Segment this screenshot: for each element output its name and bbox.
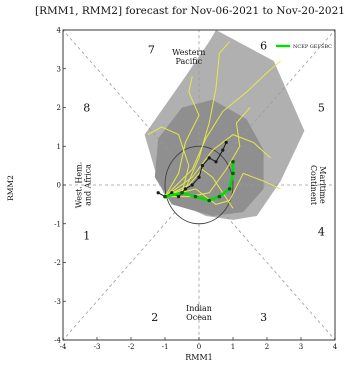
observed-point-6 bbox=[190, 183, 194, 187]
y-tick-label-8: 3 bbox=[57, 65, 61, 73]
y-tick-label-2: -3 bbox=[54, 298, 61, 306]
region-label-2: Indian Ocean bbox=[186, 304, 212, 322]
x-tick-label-4: -1 bbox=[162, 343, 169, 351]
region-label-4: MaritimeContinent bbox=[309, 165, 327, 206]
x-tick-label-1: -4 bbox=[60, 343, 67, 351]
region-label-line: Ocean bbox=[186, 313, 212, 322]
phase-label-1: 1 bbox=[83, 229, 90, 242]
ensemble-mean-point-2 bbox=[180, 190, 184, 195]
observed-point-8 bbox=[200, 164, 204, 168]
phase-label-8: 8 bbox=[83, 102, 90, 115]
x-tick-label-3: -2 bbox=[128, 343, 135, 351]
observed-point-12 bbox=[224, 140, 228, 144]
ensemble-mean-track bbox=[164, 161, 235, 202]
region-label-line: Pacific bbox=[175, 57, 202, 66]
phase-diagonal-4 bbox=[222, 212, 336, 341]
observed-point-11 bbox=[221, 148, 225, 152]
observed-point-4 bbox=[177, 195, 181, 199]
ensemble-mean-point-3 bbox=[193, 194, 198, 199]
y-tick-label-4: -1 bbox=[54, 220, 61, 228]
x-tick-label-7: 2 bbox=[265, 343, 269, 351]
x-tick-label-9: 4 bbox=[333, 343, 338, 351]
ensemble-mean-point-5 bbox=[217, 194, 222, 199]
ensemble-mean-point-4 bbox=[207, 198, 211, 203]
phase-label-4: 4 bbox=[318, 226, 325, 239]
region-label-line: Indian bbox=[186, 304, 212, 313]
observed-point-5 bbox=[183, 187, 187, 191]
observed-point-1 bbox=[156, 191, 160, 195]
observed-point-9 bbox=[207, 156, 211, 160]
y-tick-label-7: 2 bbox=[57, 104, 61, 112]
x-tick-label-8: 3 bbox=[299, 343, 303, 351]
ensemble-mean-point-7 bbox=[231, 171, 235, 176]
member-track-3 bbox=[164, 134, 271, 198]
observed-point-3 bbox=[170, 191, 174, 195]
observed-point-7 bbox=[197, 175, 201, 179]
x-axis-label: RMM1 bbox=[185, 353, 213, 362]
phase-label-2: 2 bbox=[151, 311, 158, 324]
region-label-line: Western bbox=[172, 48, 205, 57]
phase-label-6: 6 bbox=[260, 40, 267, 53]
member-track-8 bbox=[165, 107, 251, 198]
phase-diagonal-1 bbox=[222, 29, 336, 158]
x-tick-label-5: 0 bbox=[197, 343, 201, 351]
region-label-1: Western Pacific bbox=[172, 48, 205, 66]
region-label-line: Continent bbox=[309, 165, 318, 206]
ensemble-mean-point-6 bbox=[227, 187, 232, 191]
member-track-5 bbox=[164, 172, 281, 205]
phase-label-3: 3 bbox=[260, 311, 267, 324]
region-label-line: West. Hem. bbox=[74, 162, 83, 209]
chart-title: [RMM1, RMM2] forecast for Nov-06-2021 to… bbox=[35, 5, 345, 17]
y-tick-label-9: 4 bbox=[57, 27, 62, 35]
observed-point-10 bbox=[214, 160, 218, 164]
y-tick-label-5: 0 bbox=[57, 182, 61, 190]
x-tick-label-2: -3 bbox=[94, 343, 101, 351]
region-label-line: and Africa bbox=[83, 164, 92, 206]
phase-diagonal-2 bbox=[62, 212, 176, 341]
region-label-line: Maritime bbox=[318, 166, 327, 204]
ensemble-mean-point-8 bbox=[231, 159, 235, 164]
member-track-7 bbox=[164, 76, 200, 197]
y-tick-label-6: 1 bbox=[57, 143, 61, 151]
ensemble-mean-point-1 bbox=[163, 194, 167, 199]
y-axis-label: RMM2 bbox=[6, 175, 15, 201]
y-tick-label-1: -4 bbox=[54, 337, 61, 345]
phase-diagonal-3 bbox=[62, 29, 176, 158]
member-track-6 bbox=[164, 60, 281, 197]
y-tick-label-3: -2 bbox=[54, 259, 61, 267]
phase-label-5: 5 bbox=[318, 102, 325, 115]
member-track-1 bbox=[164, 168, 234, 209]
phase-label-7: 7 bbox=[148, 43, 155, 56]
region-label-3: West. Hem.and Africa bbox=[74, 162, 92, 209]
x-tick-label-6: 1 bbox=[231, 343, 235, 351]
unit-circle bbox=[164, 145, 234, 225]
legend-label: NCEP GEFSBC bbox=[293, 44, 332, 50]
